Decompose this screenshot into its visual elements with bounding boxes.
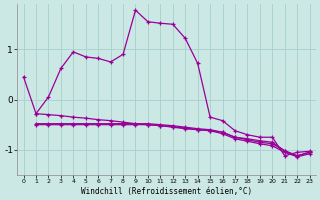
X-axis label: Windchill (Refroidissement éolien,°C): Windchill (Refroidissement éolien,°C): [81, 187, 252, 196]
